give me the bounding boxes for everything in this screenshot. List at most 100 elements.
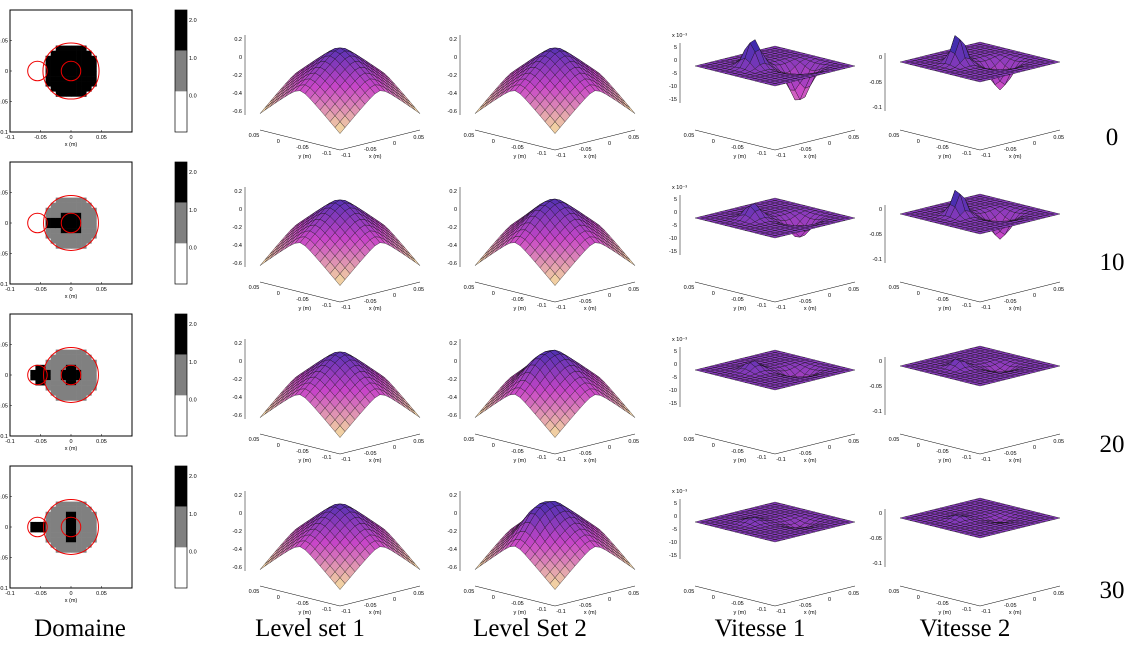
domain-cell — [86, 521, 92, 528]
domain-cell — [81, 71, 87, 77]
domain-cell — [91, 532, 97, 538]
label: x (m) — [1009, 306, 1022, 312]
label: 0 — [917, 291, 920, 297]
label: Level Set 2 — [473, 615, 587, 642]
surface-patch — [549, 577, 561, 590]
surface — [694, 197, 856, 239]
domain-cell — [50, 238, 57, 244]
label: 5 — [674, 349, 677, 355]
label: -0.2 — [233, 529, 242, 535]
domain-cell — [45, 212, 51, 219]
label: x (m) — [65, 294, 78, 300]
domain-cell — [81, 65, 87, 72]
label: 0 — [712, 443, 715, 449]
label: 0 — [879, 359, 882, 365]
domain-cell — [76, 501, 82, 507]
domain-cell — [50, 390, 57, 396]
domain-cell — [91, 380, 97, 386]
interface-circle — [27, 364, 48, 386]
label: 0 — [239, 55, 242, 61]
domain-cell — [55, 228, 62, 234]
label: 0 — [393, 597, 396, 603]
domain-cell — [55, 547, 62, 553]
domain-cell — [60, 395, 67, 401]
domain-cell — [50, 86, 57, 92]
y-axis — [899, 129, 981, 151]
domain-cell — [76, 91, 82, 97]
label: -0.2 — [233, 225, 242, 231]
x-axis — [774, 433, 856, 455]
label: 30 — [1100, 577, 1125, 604]
domain-cell — [71, 390, 77, 396]
domain-cell — [65, 197, 72, 203]
label: 0 — [917, 595, 920, 601]
domain-cell — [50, 76, 57, 82]
domain-cell — [55, 359, 62, 366]
domain-cell — [65, 501, 72, 507]
domain-cell — [50, 71, 57, 77]
domain-cell — [76, 233, 82, 239]
label: 0 — [393, 293, 396, 299]
label: y (m) — [939, 154, 952, 160]
label: y (m) — [734, 154, 747, 160]
domain-cell — [60, 537, 67, 543]
domain-cell — [76, 532, 82, 538]
domain-cell — [81, 364, 87, 371]
label: 0.05 — [249, 437, 260, 443]
label: y (m) — [939, 610, 952, 616]
surface — [899, 345, 1061, 387]
domain-cell — [81, 217, 87, 224]
domain-cell — [91, 385, 97, 391]
domain-cell — [45, 81, 51, 87]
domain-cell — [65, 212, 72, 219]
label: -0.05 — [296, 601, 309, 607]
domain-cell — [65, 537, 72, 543]
domain-cell — [81, 516, 87, 523]
label: -0.05 — [34, 591, 47, 597]
domain-cell — [60, 364, 67, 371]
domain-cell — [35, 380, 41, 386]
domain-cell — [65, 516, 72, 523]
domain-cell — [81, 369, 87, 376]
domain-cell — [81, 86, 87, 92]
domain-cell — [45, 55, 51, 62]
domain-cell — [55, 501, 62, 507]
domain-cell — [76, 516, 82, 523]
x-axis — [554, 433, 636, 455]
domain-cell — [71, 359, 77, 366]
domain-cell — [45, 233, 51, 239]
domain-cell — [65, 521, 72, 528]
domain-cell — [81, 521, 87, 528]
domain-cell — [45, 375, 51, 381]
label: 0 — [674, 362, 677, 368]
interface-circle — [60, 516, 82, 538]
y-axis — [694, 585, 776, 607]
label: -0.05 — [296, 449, 309, 455]
domain-cell — [60, 375, 67, 381]
label: 0.05 — [889, 285, 900, 291]
domain-cell — [50, 354, 57, 361]
domain-cell — [55, 527, 62, 533]
domain-cell — [91, 81, 97, 87]
domain-cell — [91, 537, 97, 543]
domain-cell — [65, 385, 72, 391]
label: y (m) — [939, 458, 952, 464]
domain-cell — [81, 202, 87, 209]
domain-cell — [76, 547, 82, 553]
label: -0.1 — [962, 303, 971, 309]
label: x 10⁻³ — [672, 489, 687, 495]
domain-cell — [76, 202, 82, 209]
label: x (m) — [65, 446, 78, 452]
surface-patch — [259, 560, 271, 570]
label: 0 — [277, 291, 280, 297]
domain-cell — [60, 359, 67, 366]
surface-patch — [409, 104, 421, 114]
label: -0.1 — [0, 130, 8, 136]
label: x 10⁻³ — [672, 33, 687, 39]
domain-cell — [81, 197, 87, 203]
label: y (m) — [734, 458, 747, 464]
domain-cell — [60, 532, 67, 538]
label: -0.1 — [0, 282, 8, 288]
label: -0.1 — [5, 591, 14, 597]
label: 0 — [492, 595, 495, 601]
